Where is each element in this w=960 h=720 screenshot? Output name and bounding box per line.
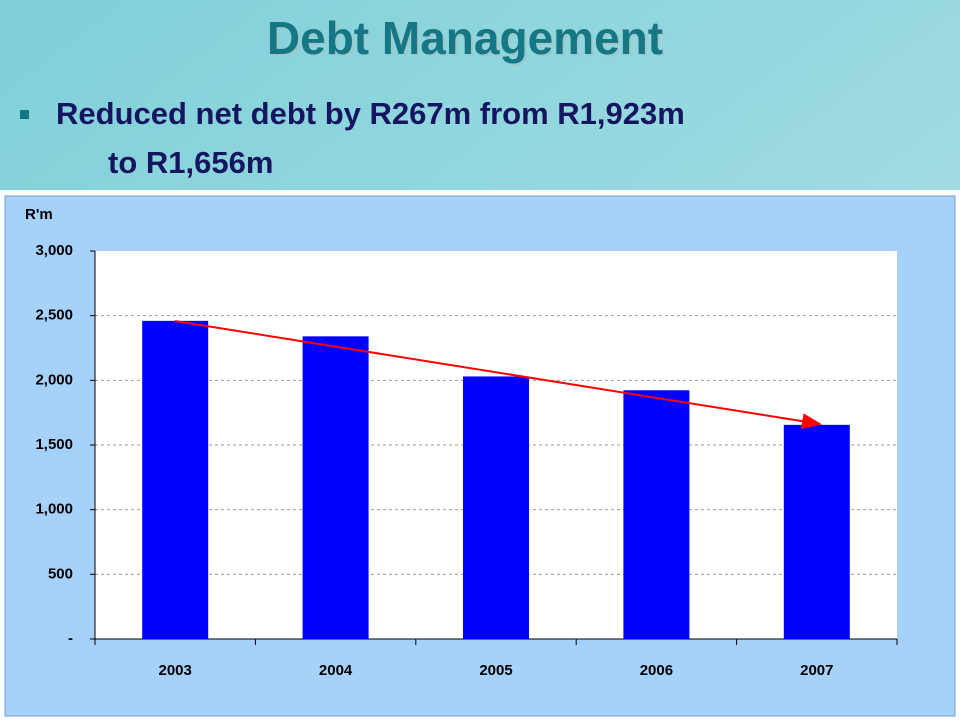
x-tick-label: 2007 xyxy=(800,662,833,679)
title-shadow: Debt Management xyxy=(269,14,665,66)
y-tick-label: 3,000 xyxy=(35,242,73,259)
plot: - 500 1,000 1,500 2,000 2,500 3,000 2003 2004 200… xyxy=(35,242,898,679)
y-tick-label: 500 xyxy=(48,565,73,582)
trend-arrow xyxy=(174,320,822,430)
y-tick-label: 1,000 xyxy=(35,501,73,518)
bullet xyxy=(20,110,29,119)
subtitle-line: Reduced net debt by R267m from R1,923m xyxy=(56,96,685,131)
x-tick-label: 2003 xyxy=(159,662,192,679)
bar xyxy=(142,320,209,639)
x-tick-label: 2005 xyxy=(479,662,512,679)
chart-title: Debt Management xyxy=(267,12,663,64)
bar xyxy=(302,336,369,639)
bar xyxy=(783,424,850,639)
subtitle-line: to R1,656m xyxy=(108,145,273,180)
x-tick-label: 2006 xyxy=(640,662,673,679)
y-tick-label: - xyxy=(68,630,73,647)
bar xyxy=(623,390,690,639)
y-tick-label: 2,000 xyxy=(35,371,73,388)
y-tick-label: 2,500 xyxy=(35,307,73,324)
y-tick-label: 1,500 xyxy=(35,436,73,453)
y-axis-label: R'm xyxy=(25,206,53,223)
bar xyxy=(463,376,529,639)
x-tick-label: 2004 xyxy=(319,662,353,679)
